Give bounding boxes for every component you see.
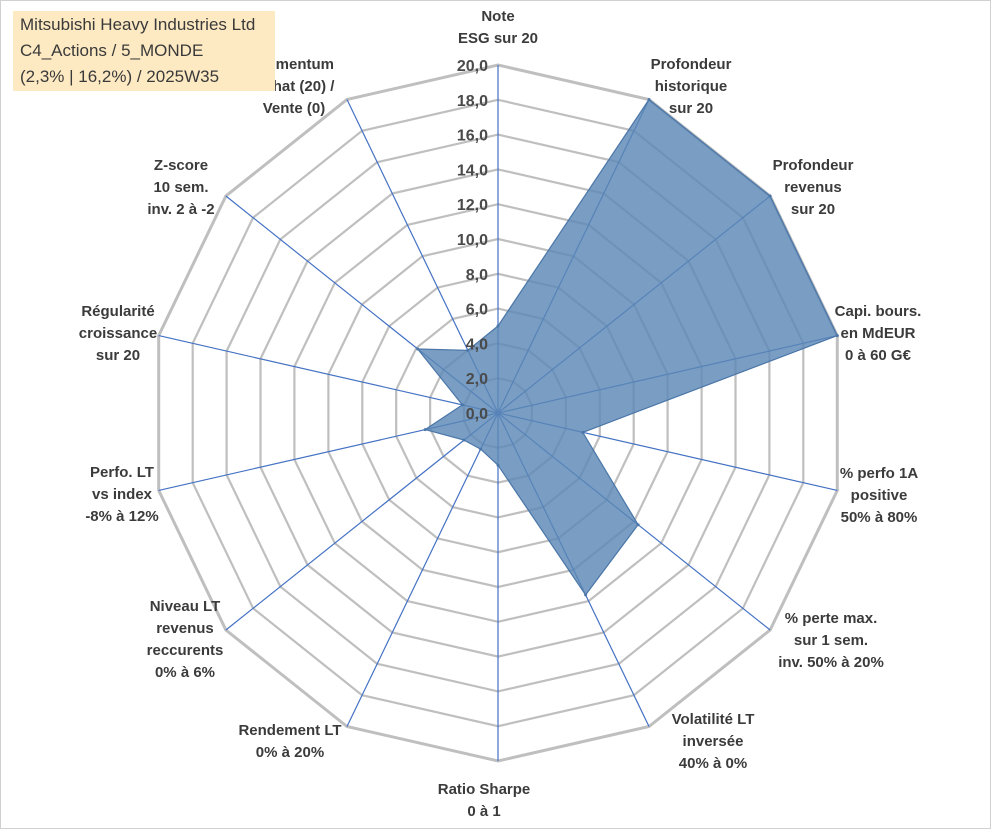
axis-label: Note ESG sur 20	[458, 8, 538, 47]
chart-title-box: Mitsubishi Heavy Industries Ltd C4_Actio…	[13, 11, 275, 91]
tick-layer: 0,0 2,0 4,0 6,0 8,0 10,0 12,0 14,0 16,0 18,0 20,0	[457, 58, 488, 423]
axis-label-line: 0% à 6%	[155, 664, 215, 681]
title-category: C4_Actions / 5_MONDE	[20, 41, 204, 60]
tick-label: 10,0	[457, 232, 488, 249]
axis-label: Régularité croissance sur 20	[79, 303, 157, 364]
axis-label-line: Perfo. LT	[90, 464, 154, 481]
axis-label-line: revenus	[156, 620, 214, 637]
axis-label-line: Capi. bours.	[835, 303, 922, 320]
axis-spoke	[346, 412, 499, 727]
axis-label-line: sur 20	[669, 100, 713, 117]
data-point	[768, 194, 772, 198]
axis-label: Volatilité LT inversée 40% à 0%	[672, 711, 755, 772]
axis-label-line: inv. 50% à 20%	[778, 654, 884, 671]
data-point	[647, 98, 651, 101]
axis-label: % perfo 1A positive 50% à 80%	[840, 465, 919, 526]
axis-label-line: Note	[481, 8, 514, 25]
axis-label-line: sur 20	[791, 201, 835, 218]
axis-label-line: sur 1 sem.	[794, 632, 868, 649]
axis-label-line: 0 à 1	[467, 803, 500, 820]
axis-label-line: Vente (0)	[263, 100, 326, 117]
data-point	[496, 324, 500, 328]
axis-label: Z-score 10 sem. inv. 2 à -2	[147, 157, 214, 218]
axis-label-line: Profondeur	[773, 157, 854, 174]
axis-label: Profondeur revenus sur 20	[773, 157, 854, 218]
axis-label-line: ESG sur 20	[458, 30, 538, 47]
tick-label: 12,0	[457, 197, 488, 214]
tick-label: 4,0	[466, 336, 488, 353]
axis-label-line: sur 20	[96, 347, 140, 364]
data-point	[581, 430, 585, 434]
data-point	[466, 348, 470, 352]
data-point	[416, 347, 420, 351]
tick-label: 0,0	[466, 406, 488, 423]
series-layer	[416, 98, 839, 597]
axis-label-line: Z-score	[154, 157, 208, 174]
axis-label: Ratio Sharpe 0 à 1	[438, 781, 531, 820]
tick-label: 18,0	[457, 93, 488, 110]
axis-label: Profondeur historique sur 20	[651, 56, 732, 117]
tick-label: 20,0	[457, 58, 488, 75]
title-period: (2,3% | 16,2%) / 2025W35	[20, 67, 220, 86]
data-point	[423, 428, 427, 432]
axis-label-line: Profondeur	[651, 56, 732, 73]
axis-label-line: Ratio Sharpe	[438, 781, 531, 798]
axis-label-line: positive	[851, 487, 908, 504]
tick-label: 16,0	[457, 128, 488, 145]
axis-spoke	[225, 412, 499, 631]
data-point	[636, 523, 640, 527]
axis-label: % perte max. sur 1 sem. inv. 50% à 20%	[778, 610, 884, 671]
axis-label-line: Niveau LT	[150, 598, 221, 615]
axis-label: Niveau LT revenus reccurents 0% à 6%	[147, 598, 224, 681]
axis-label-line: croissance	[79, 325, 157, 342]
axis-label-line: Volatilité LT	[672, 711, 755, 728]
tick-label: 2,0	[466, 371, 488, 388]
axis-label-line: en MdEUR	[841, 325, 916, 342]
axis-label-line: reccurents	[147, 642, 224, 659]
axis-label: Perfo. LT vs index -8% à 12%	[85, 464, 158, 525]
axis-label-line: 50% à 80%	[841, 509, 918, 526]
axis-label-line: vs index	[92, 486, 153, 503]
axis-label-line: Rendement LT	[238, 722, 341, 739]
axis-label-line: inversée	[683, 733, 744, 750]
axis-label: Capi. bours. en MdEUR 0 à 60 G€	[835, 303, 922, 364]
axis-label-line: historique	[655, 78, 728, 95]
title-company: Mitsubishi Heavy Industries Ltd	[20, 15, 256, 34]
axis-label-line: 10 sem.	[153, 179, 208, 196]
axis-label-line: 0% à 20%	[256, 744, 324, 761]
axis-label-line: % perte max.	[785, 610, 878, 627]
data-point	[462, 438, 466, 442]
axis-label-line: 0 à 60 G€	[845, 347, 912, 364]
axis-label-line: 40% à 0%	[679, 755, 747, 772]
data-point	[584, 593, 588, 597]
axis-label: Rendement LT 0% à 20%	[238, 722, 341, 761]
data-point	[479, 447, 483, 451]
tick-label: 6,0	[466, 302, 488, 319]
tick-label: 14,0	[457, 162, 488, 179]
data-point	[835, 334, 839, 338]
data-point	[496, 463, 500, 467]
axis-label-line: % perfo 1A	[840, 465, 919, 482]
axis-label-line: inv. 2 à -2	[147, 201, 214, 218]
axis-label-line: revenus	[784, 179, 842, 196]
data-point	[460, 403, 464, 407]
tick-label: 8,0	[466, 267, 488, 284]
axis-spoke	[158, 335, 499, 414]
axis-label-line: Régularité	[81, 303, 154, 320]
axis-label-line: -8% à 12%	[85, 508, 158, 525]
